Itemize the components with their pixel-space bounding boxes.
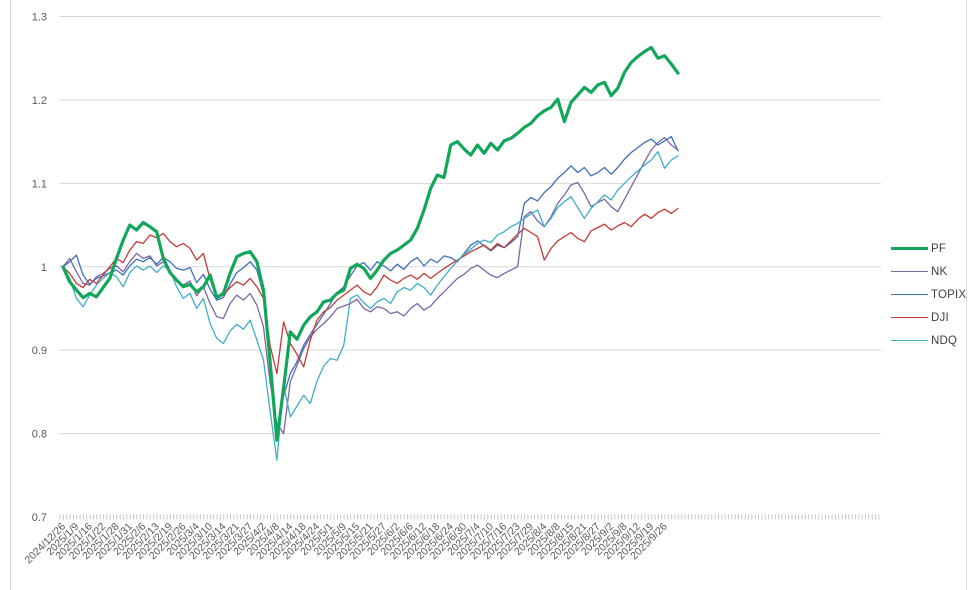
series-line-nk: [62, 136, 679, 435]
legend-label: DJI: [931, 311, 949, 324]
nk-line-swatch-icon: [891, 270, 928, 273]
legend-item-nk[interactable]: NK: [891, 260, 966, 283]
chart-legend: PF NK TOPIX DJI NDQ: [891, 237, 966, 352]
y-axis-tick-label: 1.2: [32, 95, 47, 107]
legend-item-ndq[interactable]: NDQ: [891, 329, 966, 352]
y-axis-tick-label: 1.1: [32, 178, 47, 190]
legend-item-pf[interactable]: PF: [891, 237, 966, 260]
dji-line-swatch-icon: [891, 316, 928, 319]
legend-label: TOPIX: [931, 288, 967, 301]
chart-frame[interactable]: 1.3 1.2 1.1 1 0.9 0.8 0.7 2024/12/26 2025/1/9 202…: [10, 0, 967, 590]
series-line-dji: [62, 207, 679, 375]
y-axis-tick-label: 0.9: [32, 345, 47, 357]
y-axis-tick-label: 0.8: [32, 429, 47, 441]
legend-label: NK: [931, 265, 948, 278]
series-line-pf: [61, 45, 680, 442]
series-line-ndq: [62, 150, 679, 461]
legend-item-dji[interactable]: DJI: [891, 306, 966, 329]
legend-item-topix[interactable]: TOPIX: [891, 283, 966, 306]
y-axis-tick-label: 0.7: [32, 512, 47, 524]
legend-label: NDQ: [931, 334, 958, 347]
ndq-line-swatch-icon: [891, 339, 928, 342]
series-line-topix: [62, 135, 679, 435]
topix-line-swatch-icon: [891, 293, 928, 296]
legend-label: PF: [931, 242, 947, 255]
pf-line-swatch-icon: [891, 246, 928, 251]
y-axis-tick-label: 1.3: [32, 12, 47, 24]
y-axis-tick-label: 1: [41, 262, 47, 274]
